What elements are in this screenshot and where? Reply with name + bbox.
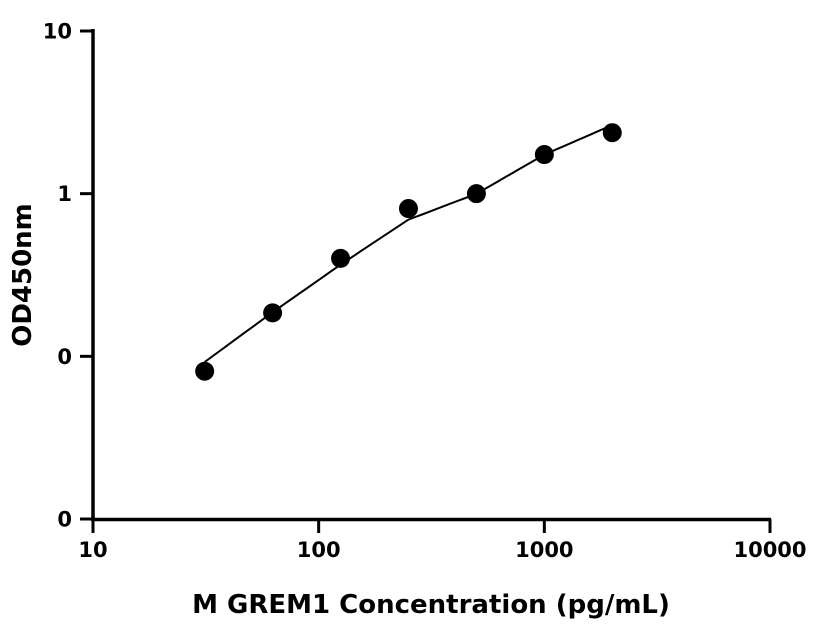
x-axis-title: M GREM1 Concentration (pg/mL) (192, 590, 670, 620)
x-tick-label: 10 (78, 538, 107, 562)
y-tick-label: 10 (43, 20, 72, 44)
y-tick-label: 0 (57, 508, 72, 532)
y-tick-label: 0 (57, 345, 72, 369)
x-ticks: 10 100 1000 10000 (78, 519, 807, 562)
data-point (534, 145, 554, 165)
data-point (398, 199, 418, 219)
data-point (195, 361, 215, 381)
data-point (331, 248, 351, 268)
data-points (195, 123, 622, 381)
y-ticks: 0 0 1 10 (43, 20, 93, 532)
data-point (466, 184, 486, 204)
data-point (263, 303, 283, 323)
y-axis-title: OD450nm (8, 203, 38, 347)
x-tick-label: 10000 (733, 538, 806, 562)
data-point (602, 123, 622, 143)
x-tick-label: 1000 (515, 538, 573, 562)
x-tick-label: 100 (297, 538, 341, 562)
y-tick-label: 1 (57, 182, 72, 206)
